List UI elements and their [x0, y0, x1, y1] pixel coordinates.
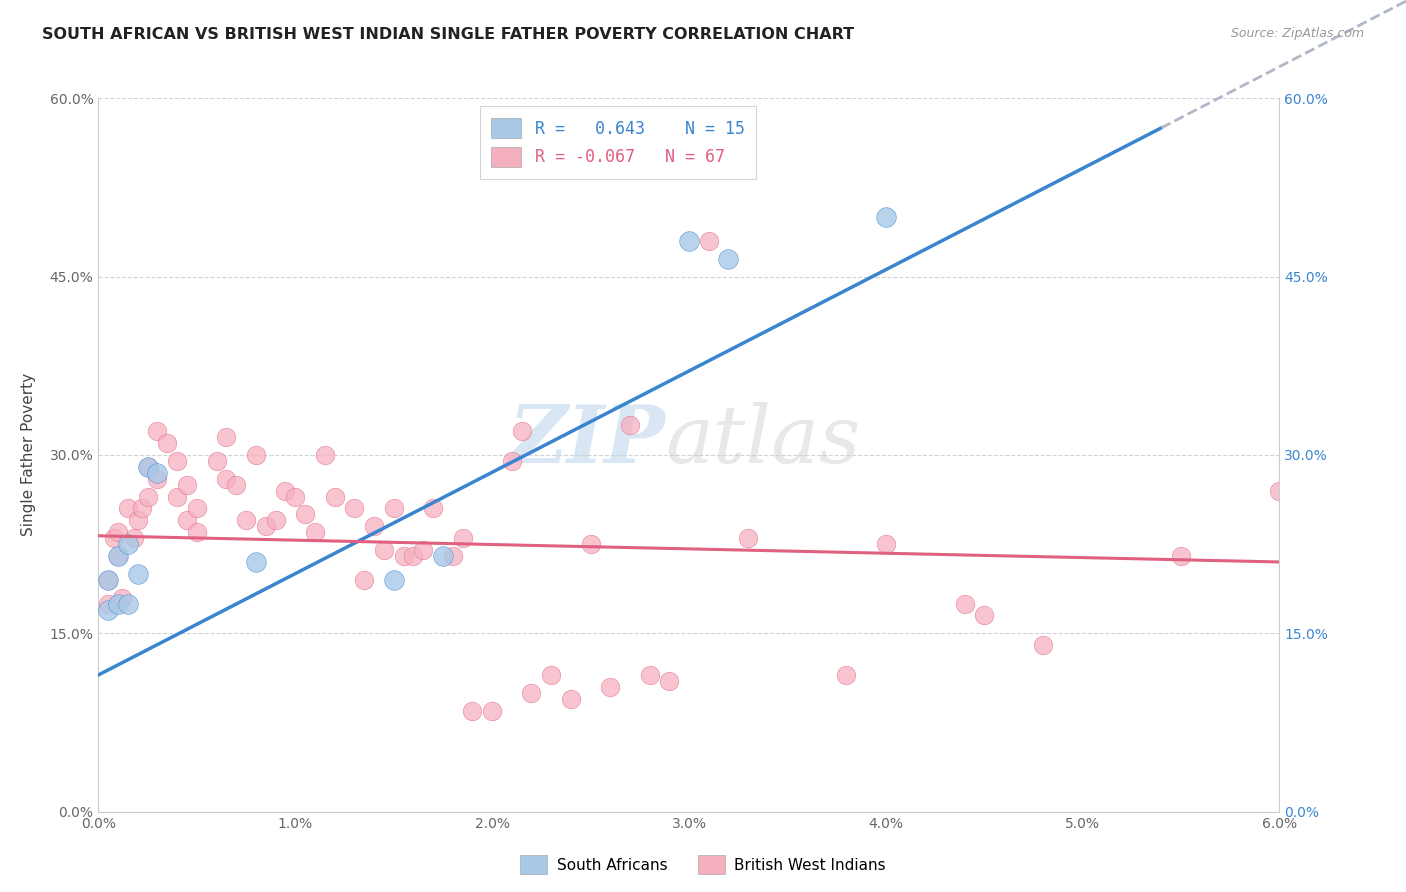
Point	[599, 680, 621, 694]
Point	[451, 531, 474, 545]
Point	[146, 424, 169, 438]
Point	[117, 597, 139, 611]
Point	[314, 448, 336, 462]
Point	[540, 668, 562, 682]
Point	[215, 472, 238, 486]
Point	[97, 573, 120, 587]
Point	[717, 252, 740, 266]
Point	[274, 483, 297, 498]
Legend: R =   0.643    N = 15, R = -0.067   N = 67: R = 0.643 N = 15, R = -0.067 N = 67	[479, 106, 756, 178]
Point	[1032, 638, 1054, 652]
Point	[97, 602, 120, 616]
Point	[412, 543, 434, 558]
Point	[136, 459, 159, 474]
Y-axis label: Single Father Poverty: Single Father Poverty	[21, 374, 35, 536]
Point	[953, 597, 976, 611]
Point	[402, 549, 425, 563]
Point	[373, 543, 395, 558]
Point	[501, 454, 523, 468]
Point	[441, 549, 464, 563]
Point	[117, 537, 139, 551]
Point	[304, 525, 326, 540]
Point	[875, 210, 897, 224]
Point	[131, 501, 153, 516]
Text: ZIP: ZIP	[509, 402, 665, 479]
Point	[363, 519, 385, 533]
Text: Source: ZipAtlas.com: Source: ZipAtlas.com	[1230, 27, 1364, 40]
Point	[284, 490, 307, 504]
Point	[103, 531, 125, 545]
Point	[215, 430, 238, 444]
Point	[973, 608, 995, 623]
Point	[166, 490, 188, 504]
Point	[1268, 483, 1291, 498]
Point	[560, 691, 582, 706]
Point	[205, 454, 228, 468]
Text: atlas: atlas	[665, 402, 860, 479]
Point	[107, 549, 129, 563]
Point	[245, 448, 267, 462]
Point	[156, 436, 179, 450]
Point	[245, 555, 267, 569]
Point	[382, 573, 405, 587]
Point	[264, 513, 287, 527]
Point	[382, 501, 405, 516]
Point	[176, 513, 198, 527]
Point	[1170, 549, 1192, 563]
Point	[658, 673, 681, 688]
Point	[461, 704, 484, 718]
Point	[225, 477, 247, 491]
Point	[117, 501, 139, 516]
Point	[127, 513, 149, 527]
Point	[136, 490, 159, 504]
Legend: South Africans, British West Indians: South Africans, British West Indians	[513, 849, 893, 880]
Point	[619, 418, 641, 433]
Point	[235, 513, 257, 527]
Point	[638, 668, 661, 682]
Point	[107, 525, 129, 540]
Point	[107, 549, 129, 563]
Point	[166, 454, 188, 468]
Point	[136, 459, 159, 474]
Point	[343, 501, 366, 516]
Point	[875, 537, 897, 551]
Point	[294, 508, 316, 522]
Point	[579, 537, 602, 551]
Point	[835, 668, 858, 682]
Point	[186, 501, 208, 516]
Point	[97, 573, 120, 587]
Point	[737, 531, 759, 545]
Point	[432, 549, 454, 563]
Point	[254, 519, 277, 533]
Point	[481, 704, 503, 718]
Point	[146, 472, 169, 486]
Point	[176, 477, 198, 491]
Point	[323, 490, 346, 504]
Point	[520, 686, 543, 700]
Point	[127, 566, 149, 581]
Point	[122, 531, 145, 545]
Text: SOUTH AFRICAN VS BRITISH WEST INDIAN SINGLE FATHER POVERTY CORRELATION CHART: SOUTH AFRICAN VS BRITISH WEST INDIAN SIN…	[42, 27, 855, 42]
Point	[146, 466, 169, 480]
Point	[678, 234, 700, 248]
Point	[422, 501, 444, 516]
Point	[107, 597, 129, 611]
Point	[510, 424, 533, 438]
Point	[392, 549, 415, 563]
Point	[697, 234, 720, 248]
Point	[111, 591, 134, 605]
Point	[186, 525, 208, 540]
Point	[97, 597, 120, 611]
Point	[353, 573, 375, 587]
